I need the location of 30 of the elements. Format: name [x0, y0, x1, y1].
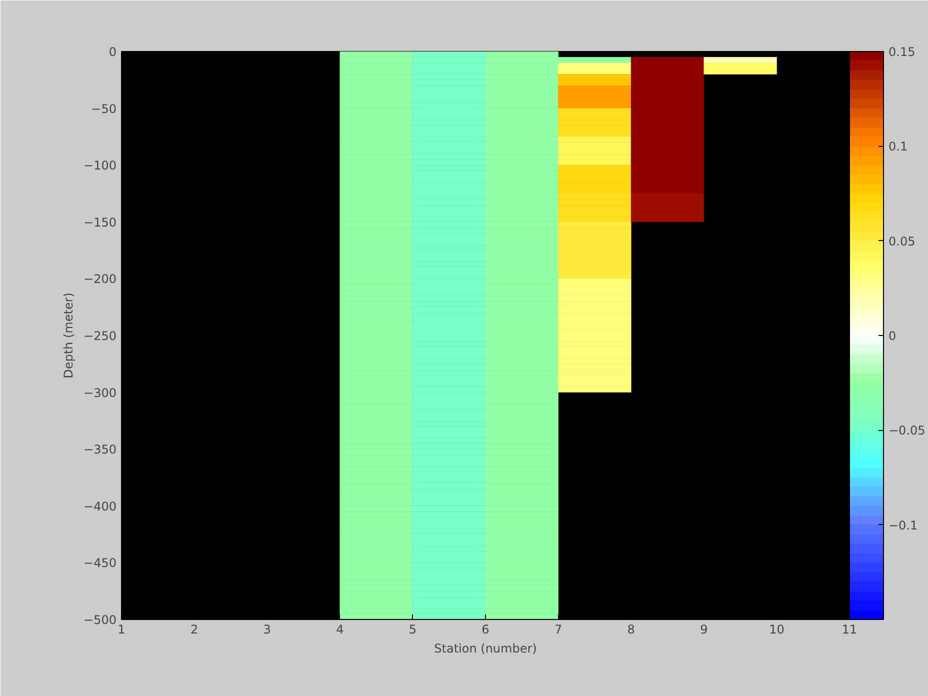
x-tick-label: 10: [769, 622, 784, 636]
x-tick-label: 8: [627, 622, 635, 636]
y-tick-label: −400: [84, 499, 117, 514]
color-bar-label: 0: [888, 329, 896, 343]
y-tick-label: −200: [84, 272, 117, 286]
y-tick-label: −100: [84, 158, 117, 173]
y-tick-label: −250: [84, 329, 117, 343]
x-tick-label: 5: [408, 622, 417, 636]
y-tick-label: −300: [84, 386, 117, 400]
color-bar-label: −0.1: [888, 518, 918, 532]
y-tick-label: −500: [84, 613, 117, 627]
y-tick-label: −450: [84, 556, 117, 570]
color-bar-label: 0.1: [888, 140, 908, 154]
x-axis-title: Station (number): [434, 642, 537, 656]
color-bar-label: 0.05: [888, 234, 916, 248]
x-tick-label: 6: [482, 622, 490, 636]
color-bar-label: −0.05: [888, 424, 926, 438]
x-tick-label: 2: [190, 622, 198, 636]
y-axis-title: Depth (meter): [62, 292, 76, 378]
y-tick-label: 0: [108, 45, 117, 59]
y-tick-label: −350: [84, 442, 117, 457]
x-tick-label: 4: [336, 622, 344, 636]
x-tick-label: 7: [554, 622, 562, 636]
color-bar-label: 0.15: [888, 45, 916, 59]
x-tick-label: 9: [700, 622, 708, 636]
x-tick-label: 11: [842, 622, 858, 636]
y-tick-label: −50: [91, 102, 117, 116]
x-tick-label: 3: [263, 622, 271, 636]
x-tick-label: 1: [118, 622, 126, 636]
y-tick-label: −150: [84, 215, 117, 230]
